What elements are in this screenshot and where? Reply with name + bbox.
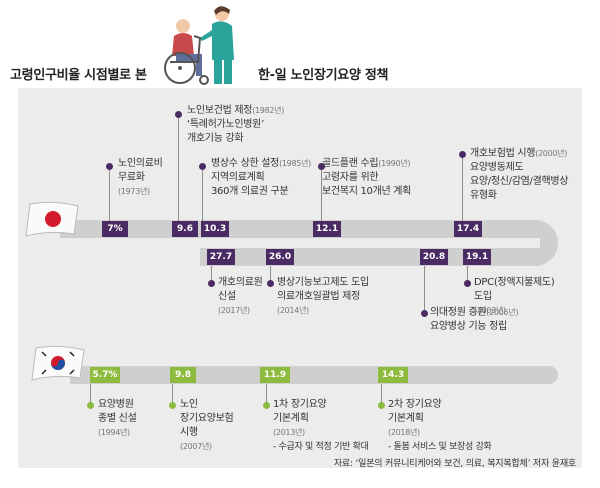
- timeline-panel: [18, 88, 582, 468]
- japan-line-1982: [178, 118, 179, 222]
- japan-event-1990: 골드플랜 수립(1990년) 고령자를 위한 보건복지 10개년 계획: [322, 158, 412, 197]
- japan-value-10-3: 10.3: [201, 221, 229, 237]
- japan-value-17-4: 17.4: [454, 221, 482, 237]
- korea-track: [70, 366, 558, 384]
- japan-dot-1973: [106, 163, 113, 170]
- japan-event-2017: 개호의료원 신설 (2017년): [218, 277, 263, 315]
- wheelchair-illustration: [164, 6, 234, 85]
- source-credit: 자료: ‘일본의 커뮤니티케어와 보건, 의료, 복지복합체’ 저자 윤재호: [333, 459, 576, 469]
- japan-dot-2000: [459, 151, 466, 158]
- japan-value-26-0: 26.0: [266, 249, 294, 265]
- korea-dot-2007: [169, 402, 176, 409]
- japan-event-2006: 의대정원 증원(2006년) 요양병상 기능 정립: [430, 307, 519, 332]
- japan-line-1985: [202, 170, 203, 222]
- japan-value-7: 7%: [102, 221, 128, 237]
- japan-dot-1990: [318, 163, 325, 170]
- korea-flag-icon: [31, 345, 85, 381]
- japan-line-2003: [467, 266, 468, 282]
- korea-value-14-3: 14.3: [378, 367, 408, 383]
- japan-flag-icon: [25, 201, 79, 237]
- korea-event-2013: 1차 장기요양 기본계획 (2013년) - 수급자 및 적정 기반 확대: [273, 399, 369, 452]
- korea-value-5-7: 5.7%: [90, 367, 120, 383]
- japan-dot-1982: [175, 111, 182, 118]
- japan-event-2000: 개호보험법 시행(2000년) 요양병동제도 요양/정신/감염/결핵병상 유형화: [470, 148, 569, 201]
- japan-value-27-7: 27.7: [207, 249, 235, 265]
- korea-dot-2018: [378, 402, 385, 409]
- japan-value-12-1: 12.1: [313, 221, 341, 237]
- korea-dot-2013: [263, 402, 270, 409]
- japan-value-19-1: 19.1: [463, 249, 491, 265]
- japan-track-cap: [200, 248, 210, 266]
- japan-dot-1985: [199, 163, 206, 170]
- japan-value-9-6: 9.6: [172, 221, 198, 237]
- korea-event-1994: 요양병원 종별 신설 (1994년): [98, 399, 137, 437]
- korea-event-2018: 2차 장기요양 기본계획 (2018년) - 돌봄 서비스 및 보장성 강화: [388, 399, 492, 452]
- right-title: 한-일 노인장기요양 정책: [258, 68, 389, 83]
- japan-event-2014: 병상기능보고제도 도입 의료개호일괄법 제정 (2014년): [277, 277, 369, 315]
- japan-line-2014: [270, 266, 271, 282]
- korea-value-11-9: 11.9: [260, 367, 290, 383]
- japan-dot-2003: [464, 280, 471, 287]
- japan-line-2006: [424, 266, 425, 312]
- japan-dot-2014: [267, 280, 274, 287]
- korea-event-2007: 노인 장기요양보험 시행 (2007년): [180, 399, 234, 451]
- japan-line-2017: [211, 266, 212, 282]
- japan-line-1973: [109, 170, 110, 222]
- korea-value-9-8: 9.8: [170, 367, 196, 383]
- korea-line-2018: [381, 384, 382, 404]
- japan-line-1990: [321, 170, 322, 222]
- japan-event-1982: 노인보건법 제정(1982년) ‘특례허가노인병원’ 개호기능 강화: [187, 105, 285, 144]
- japan-dot-2017: [208, 280, 215, 287]
- japan-value-20-8: 20.8: [420, 249, 448, 265]
- japan-event-1985: 병상수 상한 설정(1985년) 지역의료계획 360개 의료권 구분: [211, 158, 311, 197]
- japan-track-gap: [210, 238, 540, 248]
- japan-event-1973: 노인의료비 무료화 (1973년): [118, 158, 163, 196]
- korea-line-2013: [266, 384, 267, 404]
- japan-dot-2006: [421, 310, 428, 317]
- japan-event-2003: DPC(정액지불제도) 도입 (2003년): [474, 277, 555, 315]
- korea-line-2007: [172, 384, 173, 404]
- left-title: 고령인구비율 시점별로 본: [10, 68, 147, 83]
- korea-dot-1994: [87, 402, 94, 409]
- korea-line-1994: [90, 384, 91, 404]
- japan-line-2000: [462, 158, 463, 222]
